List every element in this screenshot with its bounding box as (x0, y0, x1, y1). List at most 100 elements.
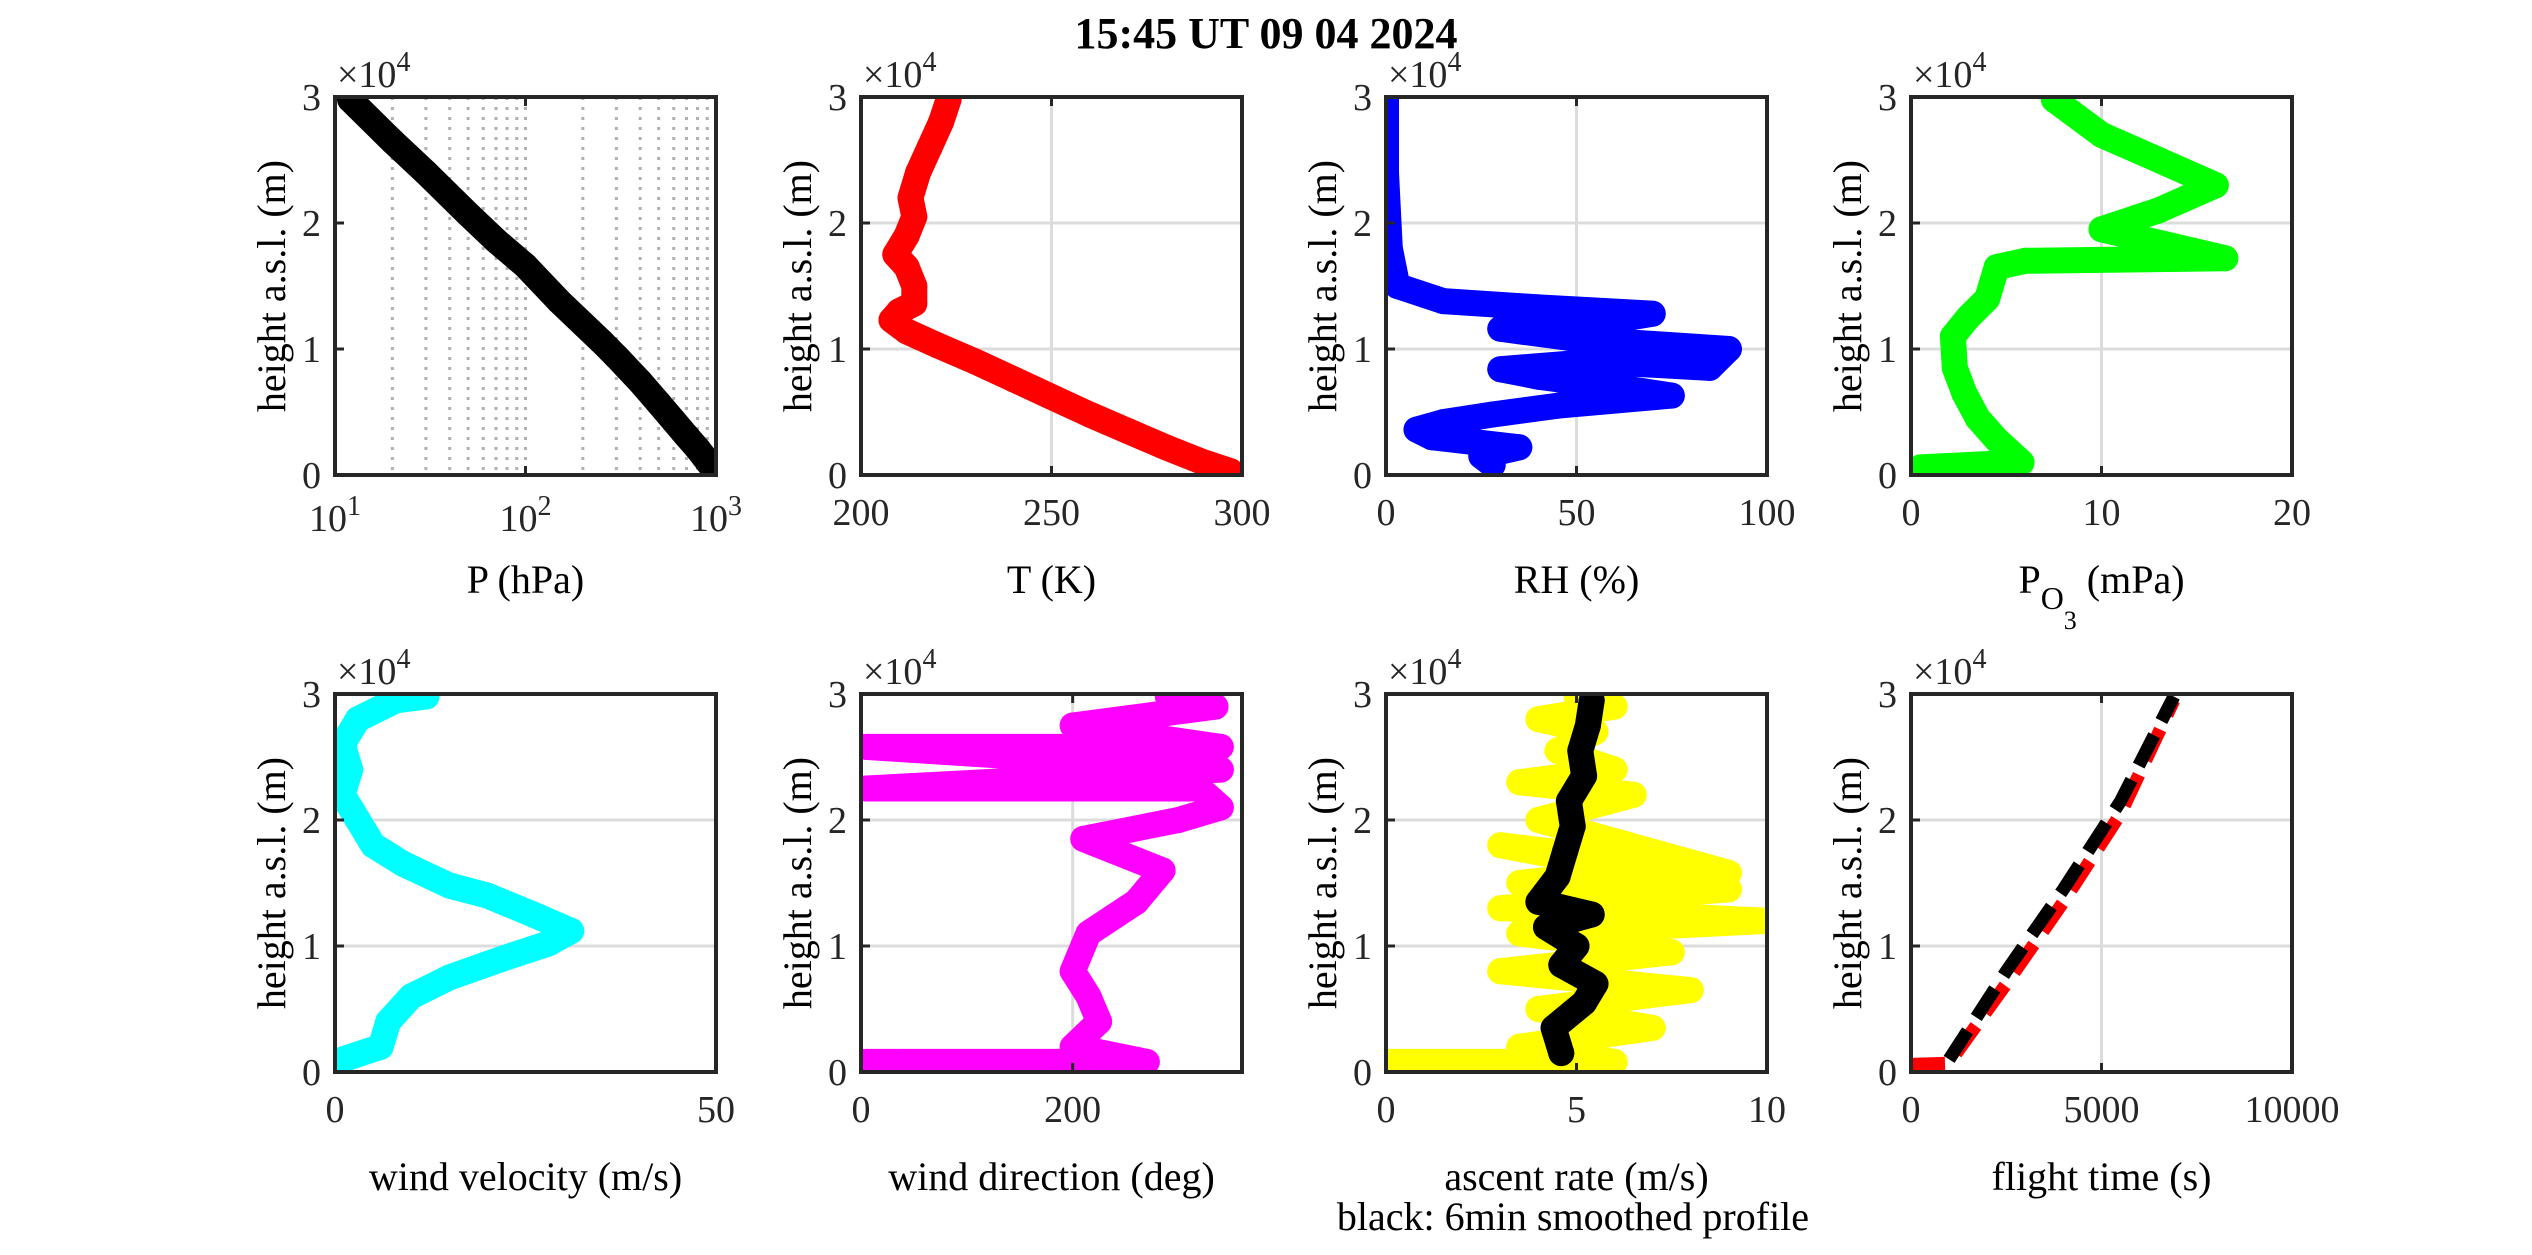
data-point (627, 368, 654, 395)
data-point (474, 882, 501, 909)
data-point (1620, 857, 1647, 884)
data-point (1548, 1040, 1575, 1067)
x-tick-label: 50 (1558, 492, 1596, 534)
data-point (1386, 1048, 1399, 1072)
y-tick-label: 3 (1878, 674, 1897, 716)
data-point (1911, 454, 1934, 475)
data-point (1487, 958, 1514, 985)
data-point (1696, 354, 1723, 381)
data-point (588, 328, 615, 355)
data-point (1506, 920, 1533, 947)
y-tick-label: 2 (1353, 800, 1372, 842)
data-point (1154, 694, 1181, 710)
x-tick-label: 101 (309, 491, 361, 540)
data-point (337, 97, 364, 113)
x-axis-label: PO3 (mPa) (2018, 557, 2184, 635)
data-point (455, 201, 482, 228)
data-point (1086, 1008, 1113, 1035)
x-axis-label-main: P (2018, 557, 2040, 602)
data-point (1207, 733, 1234, 760)
x-axis-label-main: ascent rate (m/s) (1444, 1154, 1708, 1199)
data-point (1620, 781, 1647, 808)
data-point (1571, 762, 1598, 789)
data-point (1540, 1014, 1567, 1041)
data-point (1525, 706, 1552, 733)
data-point (1186, 775, 1213, 802)
x-tick-label: 20 (2273, 492, 2311, 534)
data-point (1165, 807, 1192, 833)
y-tick-label: 2 (828, 800, 847, 842)
data-layer (337, 97, 716, 475)
data-point (436, 964, 463, 991)
data-point (897, 184, 924, 211)
y-tick-label: 1 (1878, 926, 1897, 968)
y-tick-label: 0 (302, 455, 321, 497)
data-point (1207, 756, 1234, 783)
data-point (1386, 273, 1411, 299)
y-tick-label: 2 (302, 203, 321, 245)
data-point (1601, 1048, 1628, 1072)
y-exponent-power: 4 (396, 47, 410, 78)
data-point (1525, 363, 1552, 390)
y-axis-label: height a.s.l. (m) (249, 160, 294, 412)
y-tick-label: 1 (828, 926, 847, 968)
data-point (360, 832, 387, 859)
y-exponent-power: 4 (922, 644, 936, 675)
y-axis-label: height a.s.l. (m) (775, 160, 820, 412)
data-point (558, 917, 585, 944)
x-axis-label: ascent rate (m/s) (1444, 1154, 1708, 1199)
data-point (335, 1048, 348, 1072)
y-tick-label: 0 (1353, 455, 1372, 497)
data-point (1114, 417, 1141, 444)
data-point (436, 872, 463, 899)
y-axis-label: height a.s.l. (m) (1825, 757, 1870, 1009)
data-point (1038, 383, 1065, 410)
data-point (1974, 285, 2001, 312)
data-point (1552, 838, 1579, 865)
data-point (1677, 977, 1704, 1004)
x-tick-label: 5 (1567, 1089, 1586, 1131)
x-axis-label-tail: (mPa) (2077, 557, 2185, 602)
y-exponent-power: 4 (1972, 644, 1986, 675)
data-point (379, 128, 406, 155)
data-point (1479, 401, 1506, 428)
data-point (861, 775, 880, 802)
data-point (1525, 807, 1552, 833)
y-tick-label: 1 (302, 926, 321, 968)
data-point (483, 227, 509, 254)
data-point (1571, 989, 1598, 1016)
data-point (1059, 1033, 1086, 1060)
data-point (1754, 907, 1767, 934)
x-axis-label: RH (%) (1514, 557, 1640, 602)
x-tick-label: 0 (852, 1089, 871, 1131)
data-point (2088, 216, 2115, 243)
y-exponent-label: ×104 (337, 644, 410, 693)
data-point (1955, 304, 1982, 331)
y-tick-label: 3 (302, 674, 321, 716)
y-tick-label: 1 (828, 329, 847, 371)
data-point (1525, 996, 1552, 1022)
x-tick-label: 200 (1044, 1089, 1101, 1131)
y-tick-label: 3 (1353, 674, 1372, 716)
data-point (2008, 449, 2035, 475)
data-point (2088, 121, 2115, 148)
x-axis-label-main: RH (%) (1514, 557, 1640, 602)
data-point (1525, 294, 1552, 321)
y-axis-label: height a.s.l. (m) (1300, 160, 1345, 412)
y-tick-label: 1 (1878, 329, 1897, 371)
data-point (1217, 458, 1242, 475)
data-layer (1386, 97, 1742, 475)
y-axis-label: height a.s.l. (m) (1300, 757, 1345, 1009)
data-point (412, 159, 439, 186)
x-axis-label-main: wind direction (deg) (888, 1154, 1215, 1199)
x-tick-exponent: 1 (347, 491, 361, 522)
x-tick-label: 0 (1377, 1089, 1396, 1131)
data-point (413, 694, 440, 710)
data-point (1639, 1014, 1666, 1041)
x-axis-label-main: flight time (s) (1992, 1154, 2212, 1199)
x-tick-base: 10 (309, 498, 347, 540)
y-tick-label: 0 (302, 1052, 321, 1094)
y-exponent-label: ×104 (1388, 47, 1461, 96)
data-point (2145, 197, 2172, 224)
